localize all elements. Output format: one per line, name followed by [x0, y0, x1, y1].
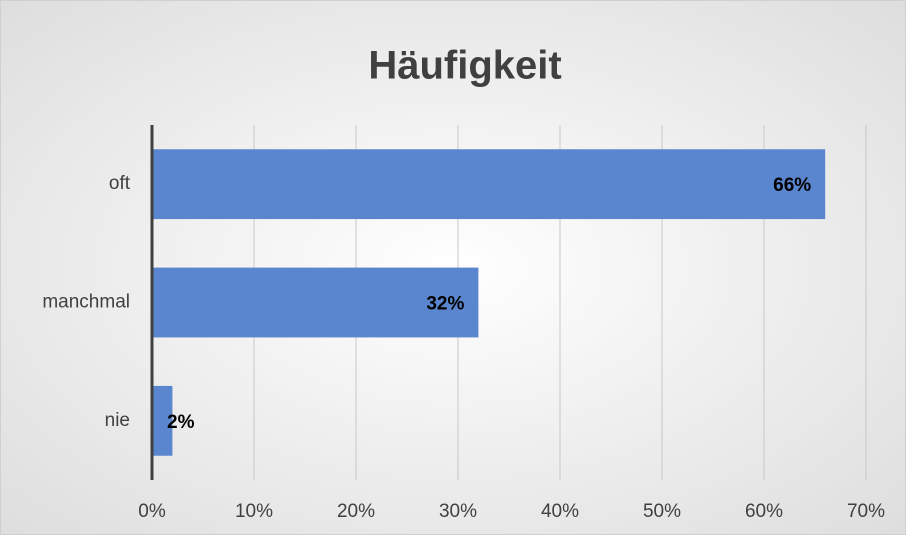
y-tick-label: oft: [109, 173, 131, 194]
x-tick-label: 0%: [138, 501, 166, 522]
data-label: 32%: [426, 294, 464, 315]
x-tick-label: 40%: [541, 501, 579, 522]
bar: [152, 385, 173, 456]
y-tick-label: manchmal: [42, 292, 130, 313]
x-tick-label: 30%: [439, 501, 477, 522]
x-tick-label: 20%: [337, 501, 375, 522]
bar: [152, 267, 479, 338]
x-tick-label: 60%: [745, 501, 783, 522]
bar: [152, 149, 826, 220]
x-tick-label: 70%: [847, 501, 885, 522]
x-tick-label: 50%: [643, 501, 681, 522]
chart-title: Häufigkeit: [368, 44, 561, 88]
data-label: 2%: [167, 412, 195, 433]
x-tick-label: 10%: [235, 501, 273, 522]
data-label: 66%: [773, 175, 811, 196]
y-tick-label: nie: [105, 410, 130, 431]
